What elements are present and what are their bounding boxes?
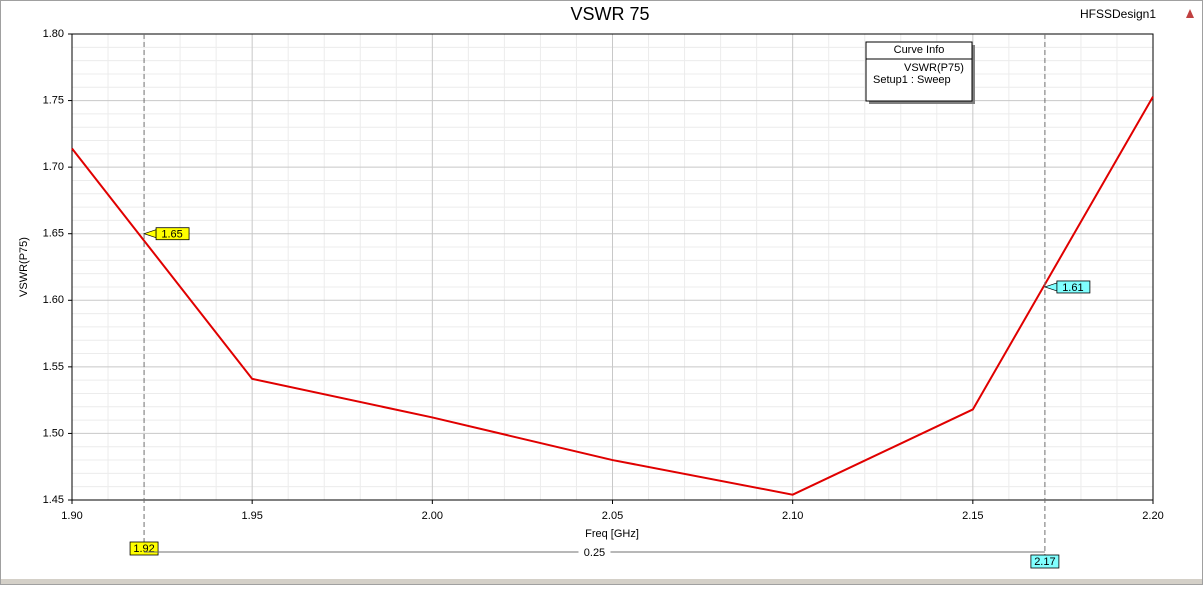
logo-icon [1186,9,1194,18]
legend-entry: VSWR(P75) [904,62,964,74]
chart-title: VSWR 75 [570,4,649,24]
marker-value-box [1056,280,1091,294]
x-tick-label: 2.20 [1142,510,1163,522]
y-tick-label: 1.65 [43,228,64,240]
marker-x-label: 1.92 [133,543,154,555]
design-name: HFSSDesign1 [1080,7,1156,21]
x-tick-label: 2.00 [422,510,443,522]
legend-subtitle: Setup1 : Sweep [873,74,951,86]
legend-box [865,41,973,102]
marker-x-box [1030,554,1060,569]
plot-border [71,33,1154,501]
y-tick-label: 1.80 [43,28,64,40]
y-tick-label: 1.60 [43,294,64,306]
y-tick-label: 1.50 [43,427,64,439]
y-tick-label: 1.45 [43,494,64,506]
y-tick-label: 1.75 [43,94,64,106]
x-axis-label: Freq [GHz] [585,528,639,540]
marker-delta-label: 0.25 [584,547,605,559]
y-tick-label: 1.70 [43,161,64,173]
marker-value-label: 1.61 [1062,282,1083,294]
legend-title: Curve Info [894,44,945,56]
y-tick-label: 1.55 [43,361,64,373]
marker-value-box [155,227,190,241]
x-tick-label: 1.95 [241,510,262,522]
y-axis-label: VSWR(P75) [18,237,30,297]
status-strip [1,579,1202,584]
x-tick-label: 2.15 [962,510,983,522]
x-tick-label: 1.90 [61,510,82,522]
x-tick-label: 2.05 [602,510,623,522]
series-line [71,96,1154,496]
marker-x-label: 2.17 [1034,556,1055,568]
marker-delta-bg [578,546,611,558]
marker-value-label: 1.65 [161,229,182,241]
x-tick-label: 2.10 [782,510,803,522]
legend: Curve Info VSWR(P75) Setup1 : Sweep [865,41,975,104]
